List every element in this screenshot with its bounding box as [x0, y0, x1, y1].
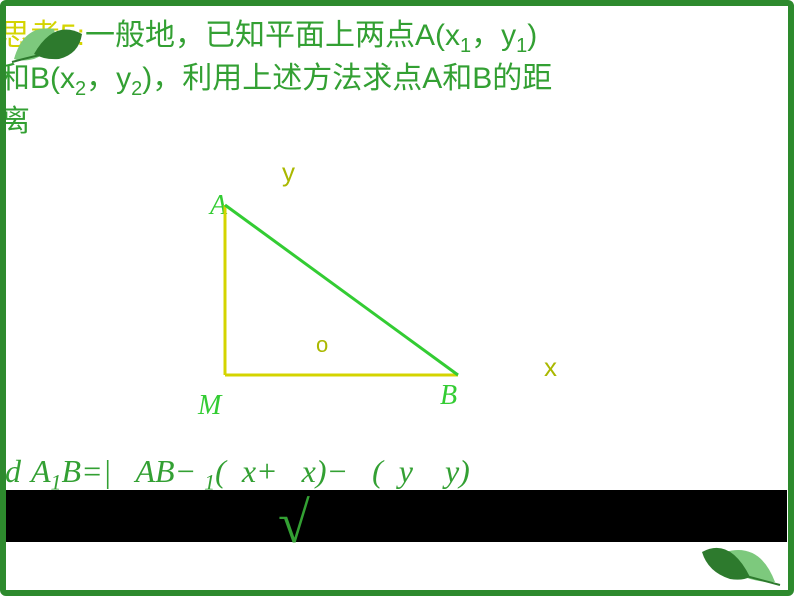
problem-line2c: )，利用上述方法求点A和B的距 — [142, 62, 552, 95]
problem-line3: 离 — [0, 105, 30, 138]
subscript: 1 — [516, 35, 527, 57]
formula-text: d A1B=| AB− 1( x+ x)− ( y y) — [5, 453, 789, 493]
problem-text: 思考5:一般地，已知平面上两点A(x1，y1) 和B(x2，y2)，利用上述方法… — [0, 16, 794, 141]
subscript: 1 — [460, 35, 471, 57]
subscript: 2 — [75, 78, 86, 100]
formula-content: d A1B=| AB− 1( x+ x)− ( y y) — [5, 453, 470, 489]
sqrt-symbol: √ — [278, 494, 310, 552]
subscript: 2 — [131, 78, 142, 100]
problem-line1a: 一般地，已知平面上两点A(x — [85, 19, 460, 52]
line-ab — [225, 205, 458, 375]
leaf-top-left — [4, 4, 94, 74]
black-bar — [5, 490, 787, 542]
problem-line1c: ) — [527, 19, 537, 52]
problem-line1b: ，y — [471, 19, 516, 52]
leaf-bottom-right — [690, 517, 790, 592]
